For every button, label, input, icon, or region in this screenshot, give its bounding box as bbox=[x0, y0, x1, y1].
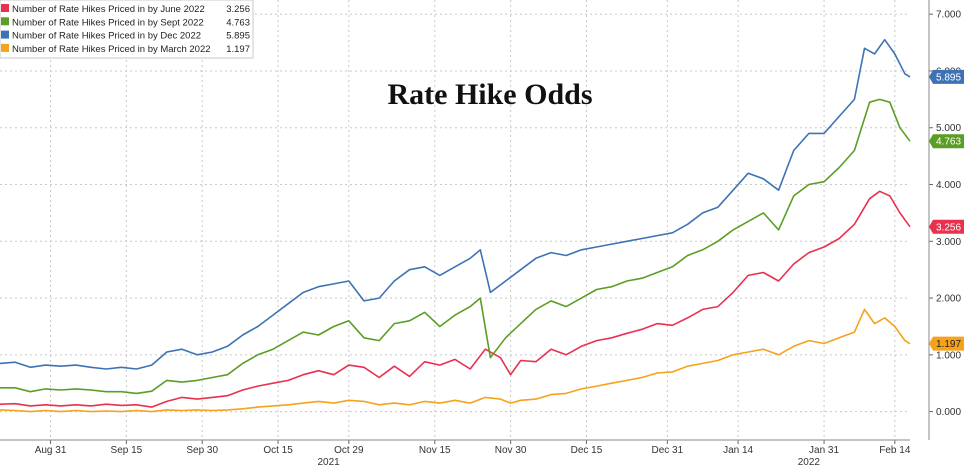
value-badge-1: 4.763 bbox=[929, 134, 964, 149]
x-tick-label: Nov 30 bbox=[495, 445, 527, 456]
y-tick-label: 1.000 bbox=[936, 350, 961, 361]
x-tick-label: Sep 15 bbox=[111, 445, 143, 456]
x-tick-label: Jan 14 bbox=[723, 445, 753, 456]
series-line-2 bbox=[0, 38, 911, 370]
series-line-1 bbox=[0, 98, 911, 395]
x-tick-label: Nov 15 bbox=[419, 445, 451, 456]
legend-label: Number of Rate Hikes Priced in by Sept 2… bbox=[12, 17, 204, 28]
series-line-3 bbox=[0, 308, 911, 413]
x-tick-label: Aug 31 bbox=[35, 445, 67, 456]
value-badge-0: 3.256 bbox=[929, 219, 964, 234]
y-tick-label: 3.000 bbox=[936, 237, 961, 248]
value-badge-shape bbox=[929, 134, 964, 149]
x-tick-label: Dec 15 bbox=[571, 445, 603, 456]
legend-value: 3.256 bbox=[226, 4, 250, 15]
value-badge-text: 5.895 bbox=[936, 72, 961, 83]
value-badge-shape bbox=[929, 219, 964, 234]
legend-swatch bbox=[1, 43, 9, 52]
x-tick-label: Sep 30 bbox=[186, 445, 218, 456]
legend-swatch bbox=[1, 17, 9, 26]
value-badge-text: 3.256 bbox=[936, 222, 961, 233]
value-badges: 3.256 4.763 5.895 1.197 bbox=[929, 69, 964, 351]
value-badge-shape bbox=[929, 69, 964, 84]
y-tick-label: 0.000 bbox=[936, 407, 961, 418]
legend-swatch bbox=[1, 4, 9, 12]
legend-value: 5.895 bbox=[226, 31, 250, 42]
grid-lines bbox=[0, 0, 910, 440]
value-badge-shape bbox=[929, 336, 964, 351]
year-label: 2021 bbox=[317, 457, 340, 467]
x-tick-label: Jan 31 bbox=[809, 445, 839, 456]
series-lines bbox=[0, 38, 911, 413]
value-badge-3: 1.197 bbox=[929, 336, 964, 351]
series-line-0 bbox=[0, 190, 911, 408]
legend: Number of Rate Hikes Priced in by June 2… bbox=[0, 0, 254, 59]
y-tick-label: 5.000 bbox=[936, 123, 961, 134]
chart-title: Rate Hike Odds bbox=[387, 78, 592, 111]
legend-label: Number of Rate Hikes Priced in by March … bbox=[12, 44, 211, 55]
legend-label: Number of Rate Hikes Priced in by Dec 20… bbox=[12, 31, 201, 42]
legend-box bbox=[0, 0, 254, 59]
legend-swatch bbox=[1, 30, 9, 39]
x-tick-label: Oct 29 bbox=[334, 445, 364, 456]
x-tick-label: Dec 31 bbox=[651, 445, 683, 456]
legend-label: Number of Rate Hikes Priced in by June 2… bbox=[12, 4, 205, 15]
value-badge-text: 4.763 bbox=[936, 137, 961, 148]
value-badge-text: 1.197 bbox=[936, 339, 961, 350]
legend-value: 1.197 bbox=[226, 44, 250, 55]
year-label: 2022 bbox=[798, 457, 821, 467]
x-tick-label: Feb 14 bbox=[879, 445, 911, 456]
x-axis: Aug 31 Sep 15 Sep 30 Oct 15 Oct 29 Nov 15 Nov … bbox=[0, 439, 911, 467]
y-tick-label: 4.000 bbox=[936, 180, 961, 191]
value-badge-2: 5.895 bbox=[929, 69, 964, 84]
y-tick-label: 7.000 bbox=[936, 10, 961, 21]
legend-value: 4.763 bbox=[226, 17, 250, 28]
y-tick-label: 2.000 bbox=[936, 294, 961, 305]
x-tick-label: Oct 15 bbox=[263, 445, 293, 456]
